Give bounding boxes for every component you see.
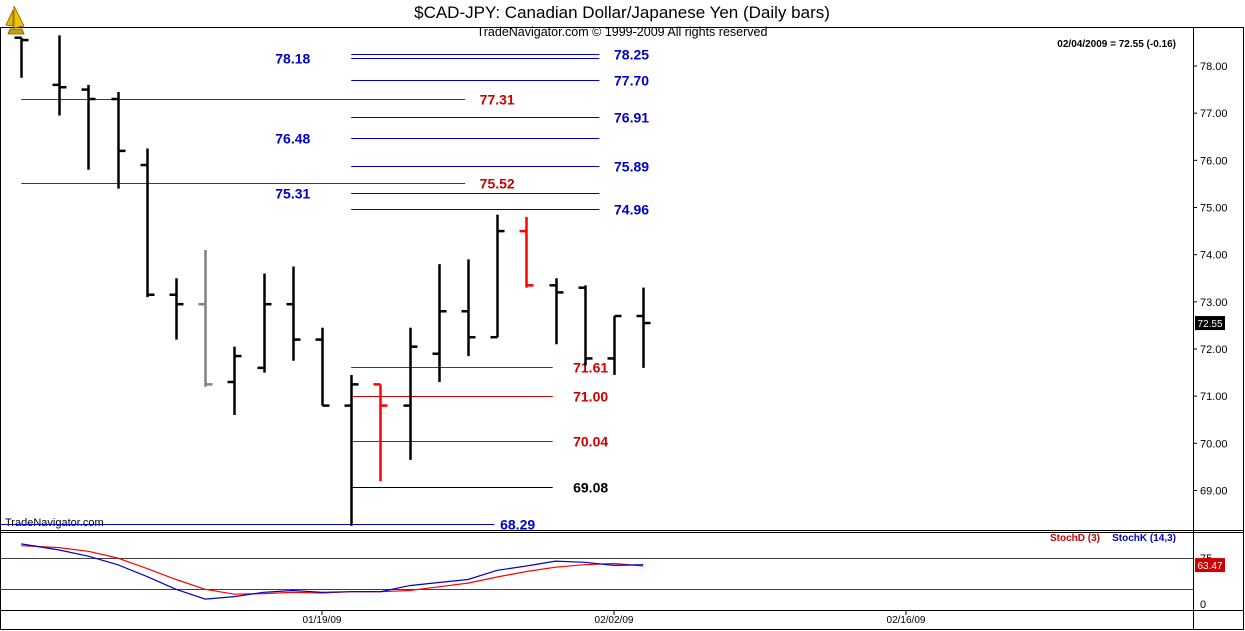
watermark: TradeNavigator.com — [5, 517, 104, 529]
level-label-70.04: 70.04 — [573, 434, 608, 450]
level-label-69.08: 69.08 — [573, 480, 608, 496]
price-tick-label: 71.00 — [1200, 391, 1228, 403]
chart-title: $CAD-JPY: Canadian Dollar/Japanese Yen (… — [414, 3, 830, 22]
level-label-71.00: 71.00 — [573, 389, 608, 405]
level-label-71.61: 71.61 — [573, 360, 608, 376]
price-tick-label: 72.00 — [1200, 344, 1228, 356]
stoch-tick-label: 0 — [1200, 599, 1206, 611]
price-tick-label: 74.00 — [1200, 250, 1228, 262]
legend-stoch-k: StochK (14,3) — [1112, 533, 1176, 544]
last-price-box — [1195, 316, 1225, 331]
chart-frame — [0, 27, 1244, 630]
date-axis: 01/19/09 02/02/09 02/16/09 — [303, 611, 926, 626]
level-label-75.52: 75.52 — [480, 176, 515, 192]
price-readout: 02/04/2009 = 72.55 (-0.16) — [1057, 39, 1176, 50]
price-tick-label: 70.00 — [1200, 438, 1228, 450]
level-label-75.89: 75.89 — [614, 159, 649, 175]
level-label-77.70: 77.70 — [614, 73, 649, 89]
stoch-series-line-1 — [21, 543, 644, 600]
stoch-last-label: 63.47 — [1197, 561, 1222, 572]
level-label-78.25: 78.25 — [614, 47, 649, 63]
price-tick-label: 73.00 — [1200, 297, 1228, 309]
level-label-78.18: 78.18 — [275, 51, 310, 67]
level-label-76.91: 76.91 — [614, 110, 649, 126]
last-price-label: 72.55 — [1197, 319, 1222, 330]
price-levels: 78.25 78.18 77.70 77.31 76.91 76.48 75.89 75.52… — [0, 47, 649, 533]
date-tick-label: 02/02/09 — [595, 615, 634, 626]
legend-stoch-d: StochD (3) — [1050, 533, 1100, 544]
price-tick-label: 75.00 — [1200, 203, 1228, 215]
price-tick-label: 76.00 — [1200, 155, 1228, 167]
date-tick-label: 02/16/09 — [887, 615, 926, 626]
date-tick-label: 01/19/09 — [303, 615, 342, 626]
level-label-75.31: 75.31 — [275, 186, 310, 202]
price-tick-label: 77.00 — [1200, 108, 1228, 120]
level-label-76.48: 76.48 — [275, 131, 310, 147]
stoch-last-box — [1195, 558, 1225, 573]
level-label-68.29: 68.29 — [500, 517, 535, 533]
level-label-74.96: 74.96 — [614, 202, 649, 218]
level-label-77.31: 77.31 — [480, 92, 515, 108]
ohlc-bars — [14, 35, 651, 526]
price-tick-label: 69.00 — [1200, 486, 1228, 498]
stochastic-panel: 75063.47 — [1, 543, 1225, 611]
copyright-subtitle: TradeNavigator.com © 1999-2009 All right… — [477, 25, 768, 39]
price-axis: 78.00 77.00 76.00 75.00 74.00 73.00 72.00 71.00… — [1193, 61, 1228, 498]
logo-icon — [5, 5, 25, 35]
price-tick-label: 78.00 — [1200, 61, 1228, 73]
